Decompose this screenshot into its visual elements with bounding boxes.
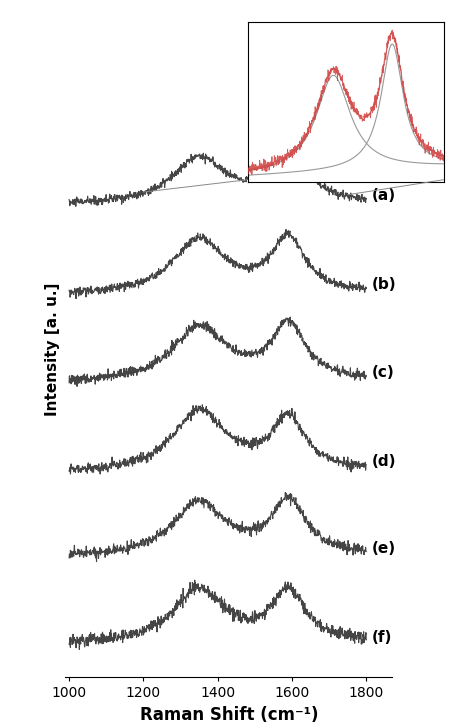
- Text: (e): (e): [372, 542, 396, 556]
- Y-axis label: Intensity [a. u.]: Intensity [a. u.]: [45, 282, 60, 416]
- Text: (a): (a): [372, 189, 396, 203]
- Text: (d): (d): [372, 454, 396, 470]
- Text: (f): (f): [372, 630, 392, 644]
- Text: (b): (b): [372, 277, 396, 292]
- Text: (c): (c): [372, 365, 395, 380]
- X-axis label: Raman Shift (cm⁻¹): Raman Shift (cm⁻¹): [140, 705, 318, 724]
